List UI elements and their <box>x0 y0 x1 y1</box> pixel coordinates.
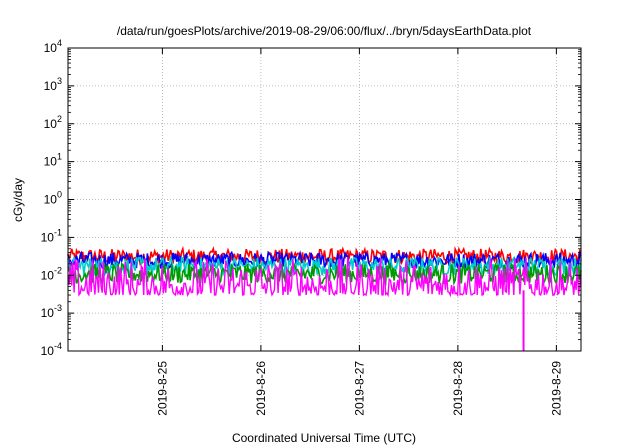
series-line <box>67 257 582 298</box>
x-axis-label: Coordinated Universal Time (UTC) <box>232 431 416 445</box>
y-tick-label: 101 <box>44 152 62 169</box>
x-tick-label: 2019-8-25 <box>155 361 169 416</box>
y-tick-label: 102 <box>44 114 62 131</box>
x-tick-labels: 2019-8-25 2019-8-26 2019-8-27 2019-8-28 2019… <box>155 361 563 416</box>
chart-title: /data/run/goesPlots/archive/2019-08-29/0… <box>117 24 532 38</box>
y-tick-label: 104 <box>44 38 62 55</box>
y-tick-label: 10-1 <box>41 227 62 244</box>
y-tick-label: 10-4 <box>41 341 62 358</box>
y-axis-label: cGy/day <box>11 178 25 222</box>
x-tick-label: 2019-8-27 <box>352 361 366 416</box>
x-tick-label: 2019-8-29 <box>549 361 563 416</box>
grid-lines <box>68 48 581 351</box>
y-tick-label: 103 <box>44 76 62 93</box>
x-tick-label: 2019-8-26 <box>254 361 268 416</box>
y-tick-label: 10-3 <box>41 303 62 320</box>
plot-frame <box>67 47 582 352</box>
x-tick-label: 2019-8-28 <box>451 361 465 416</box>
axis-ticks <box>68 47 581 352</box>
data-series <box>67 245 582 351</box>
series-line <box>67 245 582 267</box>
y-tick-labels: 10-4 10-3 10-2 10-1 100 101 102 103 104 <box>41 38 62 358</box>
y-tick-label: 10-2 <box>41 265 62 282</box>
y-tick-label: 100 <box>44 190 62 207</box>
